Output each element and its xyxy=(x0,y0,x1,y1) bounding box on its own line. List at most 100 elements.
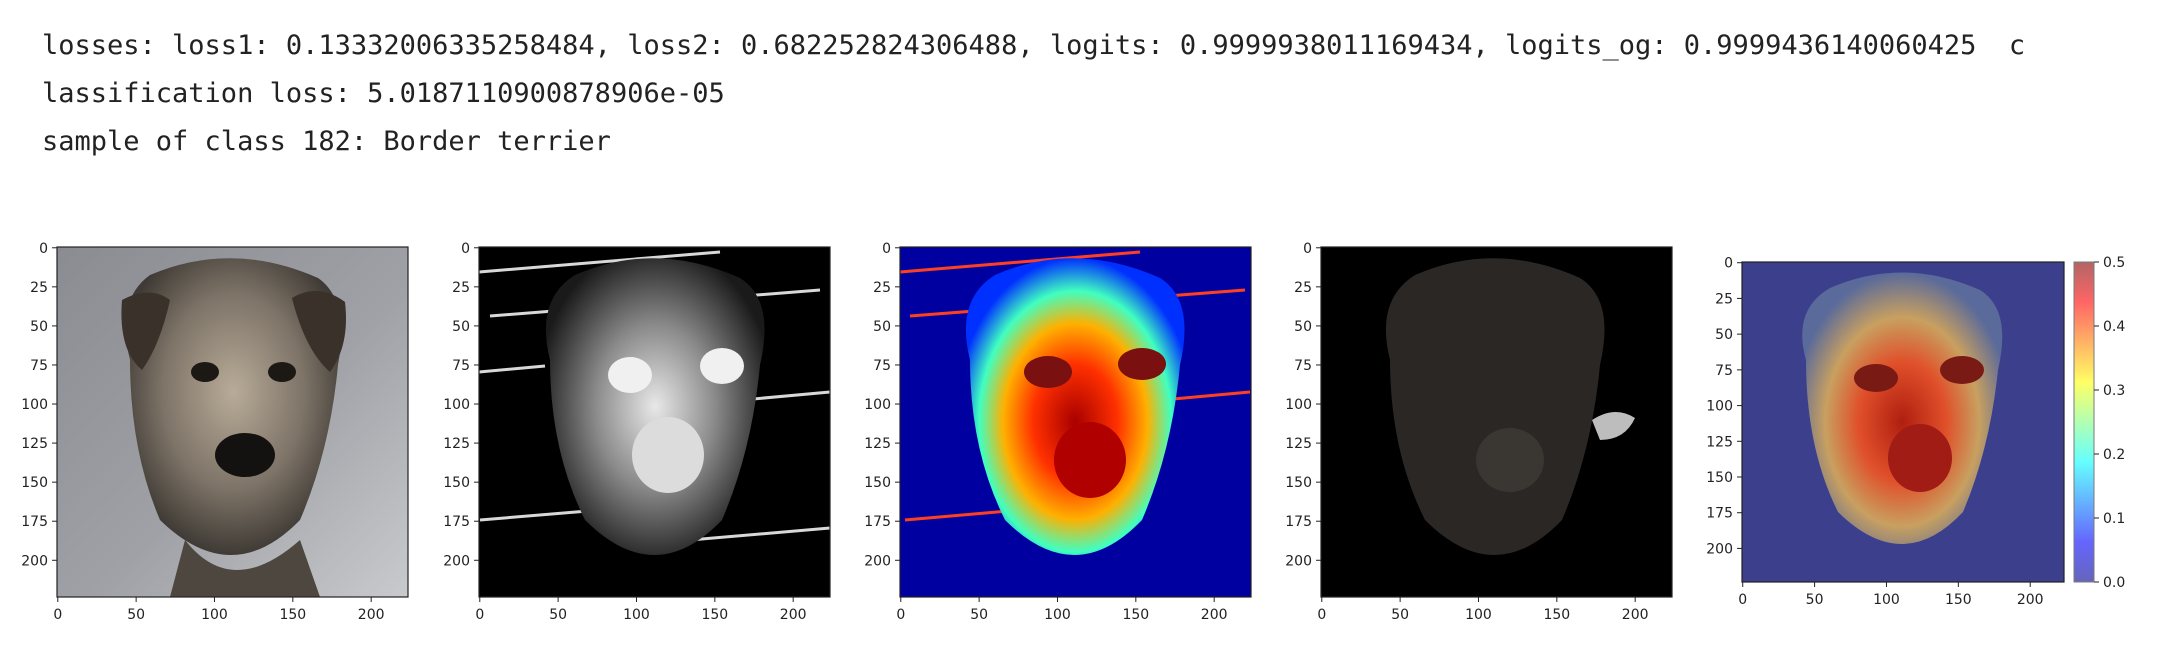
axes-frame xyxy=(1320,246,1673,598)
y-tick-label: 25 xyxy=(1294,280,1312,296)
y-tick-label: 50 xyxy=(873,319,891,335)
y-tick-label: 50 xyxy=(30,319,48,335)
x-tick-label: 150 xyxy=(279,607,306,623)
y-tick-label: 200 xyxy=(1285,553,1312,569)
y-tick-label: 50 xyxy=(1294,319,1312,335)
y-tick-label: 125 xyxy=(1706,434,1733,450)
y-tick-label: 175 xyxy=(864,514,891,530)
y-tick-label: 150 xyxy=(21,475,48,491)
axes-frame xyxy=(56,246,409,598)
colorbar-tick-label: 0.3 xyxy=(2103,383,2125,399)
axes-2: 0 50 100 150 200 0 25 50 75 100 125 150 175 200 xyxy=(443,241,831,623)
y-tick-label: 150 xyxy=(1285,475,1312,491)
y-tick-label: 75 xyxy=(873,358,891,374)
x-tick-label: 50 xyxy=(1806,592,1824,608)
sample-class-line: sample of class 182: Border terrier xyxy=(42,126,611,157)
x-tick-label: 100 xyxy=(623,607,650,623)
x-tick-label: 150 xyxy=(1543,607,1570,623)
y-tick-label: 200 xyxy=(443,553,470,569)
dog-photo xyxy=(121,258,346,597)
console-output: losses: loss1: 0.13332006335258484, loss… xyxy=(42,22,2132,166)
y-tick-label: 125 xyxy=(1285,436,1312,452)
y-tick-label: 175 xyxy=(1285,514,1312,530)
x-tick-label: 50 xyxy=(970,607,988,623)
y-tick-label: 125 xyxy=(21,436,48,452)
y-tick-label: 100 xyxy=(21,397,48,413)
x-tick-label: 100 xyxy=(201,607,228,623)
x-tick-label: 100 xyxy=(1873,592,1900,608)
x-tick-label: 50 xyxy=(1391,607,1409,623)
dog-heatmap xyxy=(965,258,1185,555)
x-tick-label: 150 xyxy=(1122,607,1149,623)
panel-4 xyxy=(1321,247,1672,597)
axes-frame xyxy=(899,246,1252,598)
y-tick-label: 175 xyxy=(21,514,48,530)
x-tick-label: 0 xyxy=(896,607,905,623)
x-tick-label: 200 xyxy=(1622,607,1649,623)
axes-frame xyxy=(1741,261,2065,583)
y-tick-label: 100 xyxy=(1706,399,1733,415)
panel-1 xyxy=(57,247,408,597)
x-tick-label: 200 xyxy=(780,607,807,623)
x-tick-label: 100 xyxy=(1465,607,1492,623)
y-tick-label: 25 xyxy=(452,280,470,296)
x-tick-label: 150 xyxy=(1945,592,1972,608)
axes-3: 0 50 100 150 200 0 25 50 75 100 125 150 175 200 xyxy=(864,241,1252,623)
dog-dimmed xyxy=(1385,258,1635,555)
y-tick-label: 200 xyxy=(21,553,48,569)
panel-2 xyxy=(478,247,831,597)
y-tick-label: 100 xyxy=(443,397,470,413)
dog-overlay xyxy=(1802,272,2003,544)
panel-3 xyxy=(899,247,1251,597)
x-tick-label: 50 xyxy=(549,607,567,623)
y-tick-label: 100 xyxy=(864,397,891,413)
x-tick-label: 0 xyxy=(53,607,62,623)
y-tick-label: 200 xyxy=(1706,541,1733,557)
y-tick-label: 175 xyxy=(443,514,470,530)
y-tick-label: 25 xyxy=(30,280,48,296)
y-tick-label: 75 xyxy=(1294,358,1312,374)
y-tick-label: 75 xyxy=(1715,363,1733,379)
y-tick-label: 75 xyxy=(452,358,470,374)
axes-frame xyxy=(478,246,831,598)
y-tick-label: 0 xyxy=(39,241,48,257)
y-tick-label: 125 xyxy=(864,436,891,452)
y-tick-label: 25 xyxy=(1715,291,1733,307)
y-tick-label: 50 xyxy=(1715,327,1733,343)
y-tick-label: 150 xyxy=(864,475,891,491)
y-tick-label: 50 xyxy=(452,319,470,335)
colorbar xyxy=(2073,261,2095,583)
y-tick-label: 0 xyxy=(882,241,891,257)
x-tick-label: 200 xyxy=(358,607,385,623)
x-tick-label: 0 xyxy=(1317,607,1326,623)
x-tick-label: 200 xyxy=(2017,592,2044,608)
y-tick-label: 75 xyxy=(30,358,48,374)
y-tick-label: 150 xyxy=(443,475,470,491)
colorbar-tick-label: 0.1 xyxy=(2103,511,2125,527)
x-tick-label: 100 xyxy=(1044,607,1071,623)
dog-mask xyxy=(545,258,765,555)
x-tick-label: 50 xyxy=(127,607,145,623)
x-tick-label: 0 xyxy=(1738,592,1747,608)
y-tick-label: 0 xyxy=(461,241,470,257)
x-tick-label: 0 xyxy=(475,607,484,623)
panel-5 xyxy=(1742,261,2095,583)
y-tick-label: 125 xyxy=(443,436,470,452)
y-tick-label: 150 xyxy=(1706,470,1733,486)
axes-1: 0 50 100 150 200 0 25 50 75 100 125 150 175 200 xyxy=(21,241,409,623)
colorbar-tick-label: 0.4 xyxy=(2103,319,2125,335)
axes-5: 0 50 100 150 200 0 25 50 75 100 125 150 175 200 xyxy=(1706,256,2065,608)
colorbar-tick-label: 0.2 xyxy=(2103,447,2125,463)
y-tick-label: 100 xyxy=(1285,397,1312,413)
colorbar-tick-label: 0.0 xyxy=(2103,575,2125,591)
classification-loss-line: lassification loss: 5.0187110900878906e-… xyxy=(42,78,725,109)
x-tick-label: 150 xyxy=(701,607,728,623)
losses-line: losses: loss1: 0.13332006335258484, loss… xyxy=(42,30,2026,61)
colorbar-tick-label: 0.5 xyxy=(2103,255,2125,271)
y-tick-label: 25 xyxy=(873,280,891,296)
y-tick-label: 0 xyxy=(1303,241,1312,257)
axes-4: 0 50 100 150 200 0 25 50 75 100 125 150 175 200 xyxy=(1285,241,1673,623)
y-tick-label: 175 xyxy=(1706,506,1733,522)
x-tick-label: 200 xyxy=(1201,607,1228,623)
